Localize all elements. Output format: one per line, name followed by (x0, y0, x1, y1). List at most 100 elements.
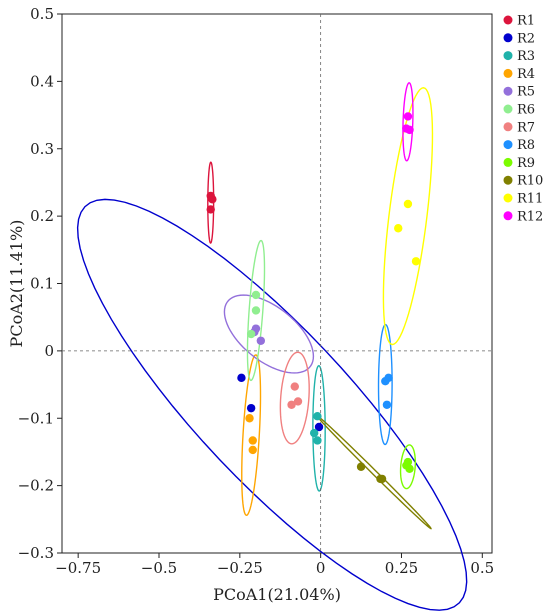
confidence-ellipse-r9 (399, 444, 417, 490)
y-tick-label: 0.1 (30, 275, 54, 293)
x-tick-label: −0.5 (141, 559, 177, 577)
legend-marker (503, 15, 513, 25)
data-point-r1-3 (208, 195, 217, 204)
legend-item-r9: R9 (503, 156, 535, 171)
legend-label: R6 (517, 103, 535, 118)
confidence-ellipse-r5 (223, 294, 315, 374)
data-point-r7-1 (290, 382, 299, 391)
data-point-r4-1 (245, 414, 254, 423)
legend-marker (503, 140, 513, 150)
data-point-r3-3 (313, 436, 322, 445)
ellipse-layer (76, 82, 468, 611)
data-point-r12-3 (405, 125, 414, 135)
x-tick-label: −0.25 (217, 559, 263, 577)
y-tick-label: 0.3 (30, 140, 54, 158)
legend-marker (503, 33, 513, 43)
y-tick-label: 0 (44, 342, 54, 360)
data-point-r5-2 (256, 336, 266, 345)
legend-item-r6: R6 (503, 103, 535, 118)
data-point-r10-1 (356, 462, 366, 471)
legend-label: R8 (517, 138, 535, 153)
legend-label: R11 (517, 192, 543, 207)
data-point-r11-2 (394, 224, 403, 233)
legend-item-r4: R4 (503, 67, 535, 82)
data-point-r9-3 (405, 464, 414, 473)
data-point-r1-2 (206, 205, 215, 214)
y-tick-label: 0.5 (30, 5, 54, 23)
legend-marker (503, 51, 513, 61)
legend-label: R1 (517, 14, 535, 29)
y-axis-title: PCoA2(11.41%) (7, 220, 26, 348)
legend-item-r7: R7 (503, 120, 535, 135)
data-point-r3-1 (313, 412, 322, 421)
data-point-r8-2 (384, 373, 393, 383)
data-point-r4-2 (248, 436, 257, 445)
legend-item-r2: R2 (503, 31, 535, 46)
data-point-r12-1 (403, 112, 413, 121)
x-tick-label: 0 (316, 559, 326, 577)
data-point-r2-2 (246, 403, 256, 413)
confidence-ellipse-r3 (312, 364, 326, 492)
confidence-ellipse-r4 (241, 354, 262, 517)
x-axis: −0.75 −0.5 −0.25 0 0.25 0.5 (55, 553, 494, 577)
legend-marker (503, 157, 513, 167)
legend-marker (503, 68, 513, 78)
data-point-r4-3 (248, 445, 257, 455)
data-point-r10-3 (377, 474, 387, 484)
legend-label: R3 (517, 49, 535, 64)
y-tick-label: −0.1 (18, 409, 54, 427)
data-point-r9-2 (403, 457, 413, 467)
plot-frame (61, 13, 493, 554)
legend-marker (503, 211, 513, 221)
data-point-r2-3 (314, 422, 324, 432)
legend-item-r12: R12 (503, 209, 543, 224)
confidence-ellipse-r7 (279, 351, 310, 445)
legend-marker (503, 193, 513, 203)
legend-marker (503, 86, 513, 96)
data-point-r11-3 (411, 257, 421, 266)
y-axis: −0.3 −0.2 −0.1 0 0.1 0.2 0.3 0.4 0.5 (18, 5, 62, 562)
confidence-ellipse-r6 (246, 239, 266, 382)
data-point-r6-2 (251, 306, 261, 315)
legend-label: R9 (517, 156, 535, 171)
legend-item-r8: R8 (503, 138, 535, 153)
legend-marker (503, 104, 513, 114)
point-layer (206, 112, 421, 484)
legend-label: R4 (517, 67, 535, 82)
legend-marker (503, 122, 513, 132)
data-point-r3-2 (309, 428, 319, 438)
legend-item-r10: R10 (503, 174, 543, 189)
y-tick-label: −0.2 (18, 477, 54, 495)
data-point-r8-3 (382, 400, 392, 409)
data-point-r7-3 (287, 400, 296, 409)
x-axis-title: PCoA1(21.04%) (213, 585, 341, 604)
data-point-r2-1 (237, 373, 246, 383)
confidence-ellipse-r12 (402, 82, 414, 162)
x-tick-label: 0.25 (385, 559, 418, 577)
legend-label: R7 (517, 120, 535, 135)
legend-item-r5: R5 (503, 85, 535, 100)
x-tick-label: 0.5 (470, 559, 494, 577)
y-tick-label: −0.3 (18, 544, 54, 562)
data-point-r6-1 (251, 290, 261, 300)
x-tick-label: −0.75 (55, 559, 101, 577)
plot-area (61, 13, 493, 611)
data-point-r7-2 (293, 397, 303, 406)
legend-item-r1: R1 (503, 14, 535, 29)
confidence-ellipse-r1 (207, 161, 215, 244)
y-tick-label: 0.4 (30, 72, 54, 90)
legend-item-r3: R3 (503, 49, 535, 64)
legend-label: R2 (517, 31, 535, 46)
legend-label: R10 (517, 174, 543, 189)
legend: R1 R2 R3 R4 R5 R6 R7 R8 R9 R10 R11 R12 (503, 14, 543, 224)
data-point-r11-1 (403, 199, 413, 209)
legend-marker (503, 175, 513, 185)
legend-item-r11: R11 (503, 192, 543, 207)
legend-label: R5 (517, 85, 535, 100)
legend-label: R12 (517, 209, 543, 224)
data-point-r6-3 (246, 329, 256, 339)
y-tick-label: 0.2 (30, 207, 54, 225)
confidence-ellipse-r8 (377, 323, 393, 446)
confidence-ellipse-r2 (76, 198, 468, 611)
